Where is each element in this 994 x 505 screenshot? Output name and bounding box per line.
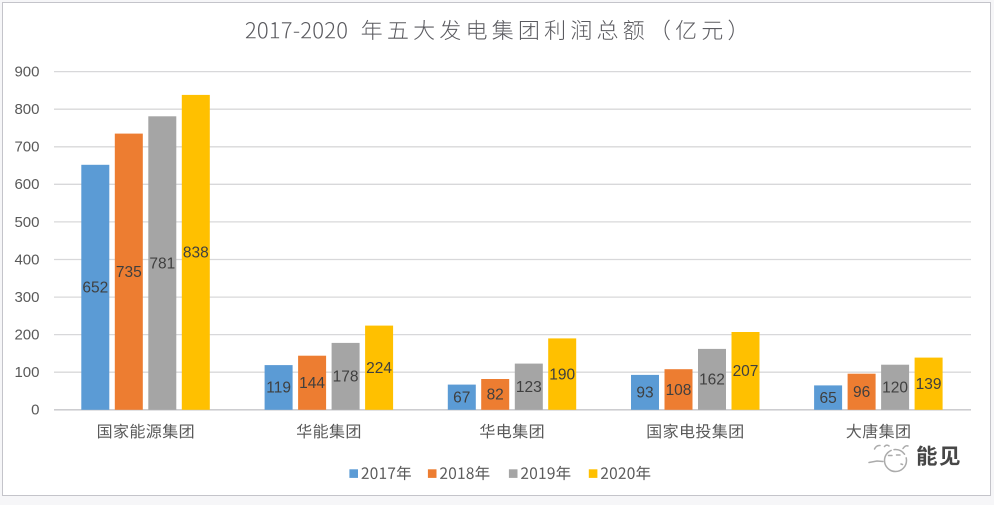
svg-text:200: 200 bbox=[14, 327, 39, 344]
svg-text:120: 120 bbox=[882, 380, 908, 397]
svg-text:190: 190 bbox=[549, 366, 575, 383]
svg-text:67: 67 bbox=[453, 390, 470, 407]
svg-text:162: 162 bbox=[699, 372, 725, 389]
svg-text:300: 300 bbox=[14, 289, 39, 306]
svg-text:700: 700 bbox=[14, 139, 39, 156]
svg-text:224: 224 bbox=[366, 360, 392, 377]
svg-text:735: 735 bbox=[116, 264, 142, 281]
svg-text:123: 123 bbox=[516, 379, 542, 396]
svg-text:900: 900 bbox=[14, 64, 39, 81]
svg-text:96: 96 bbox=[853, 384, 870, 401]
svg-text:500: 500 bbox=[14, 214, 39, 231]
svg-text:93: 93 bbox=[636, 385, 653, 402]
svg-text:144: 144 bbox=[299, 375, 325, 392]
svg-text:108: 108 bbox=[666, 382, 692, 399]
svg-text:207: 207 bbox=[733, 363, 759, 380]
svg-text:0: 0 bbox=[31, 402, 39, 419]
svg-text:119: 119 bbox=[266, 380, 291, 397]
svg-text:781: 781 bbox=[149, 255, 175, 272]
svg-text:139: 139 bbox=[916, 376, 942, 393]
svg-text:652: 652 bbox=[82, 280, 108, 297]
svg-text:100: 100 bbox=[14, 364, 39, 381]
svg-text:600: 600 bbox=[14, 176, 39, 193]
svg-text:838: 838 bbox=[183, 245, 209, 262]
svg-text:400: 400 bbox=[14, 251, 39, 268]
svg-text:82: 82 bbox=[487, 387, 504, 404]
svg-text:178: 178 bbox=[333, 369, 359, 386]
svg-text:65: 65 bbox=[819, 390, 836, 407]
svg-text:800: 800 bbox=[14, 101, 39, 118]
